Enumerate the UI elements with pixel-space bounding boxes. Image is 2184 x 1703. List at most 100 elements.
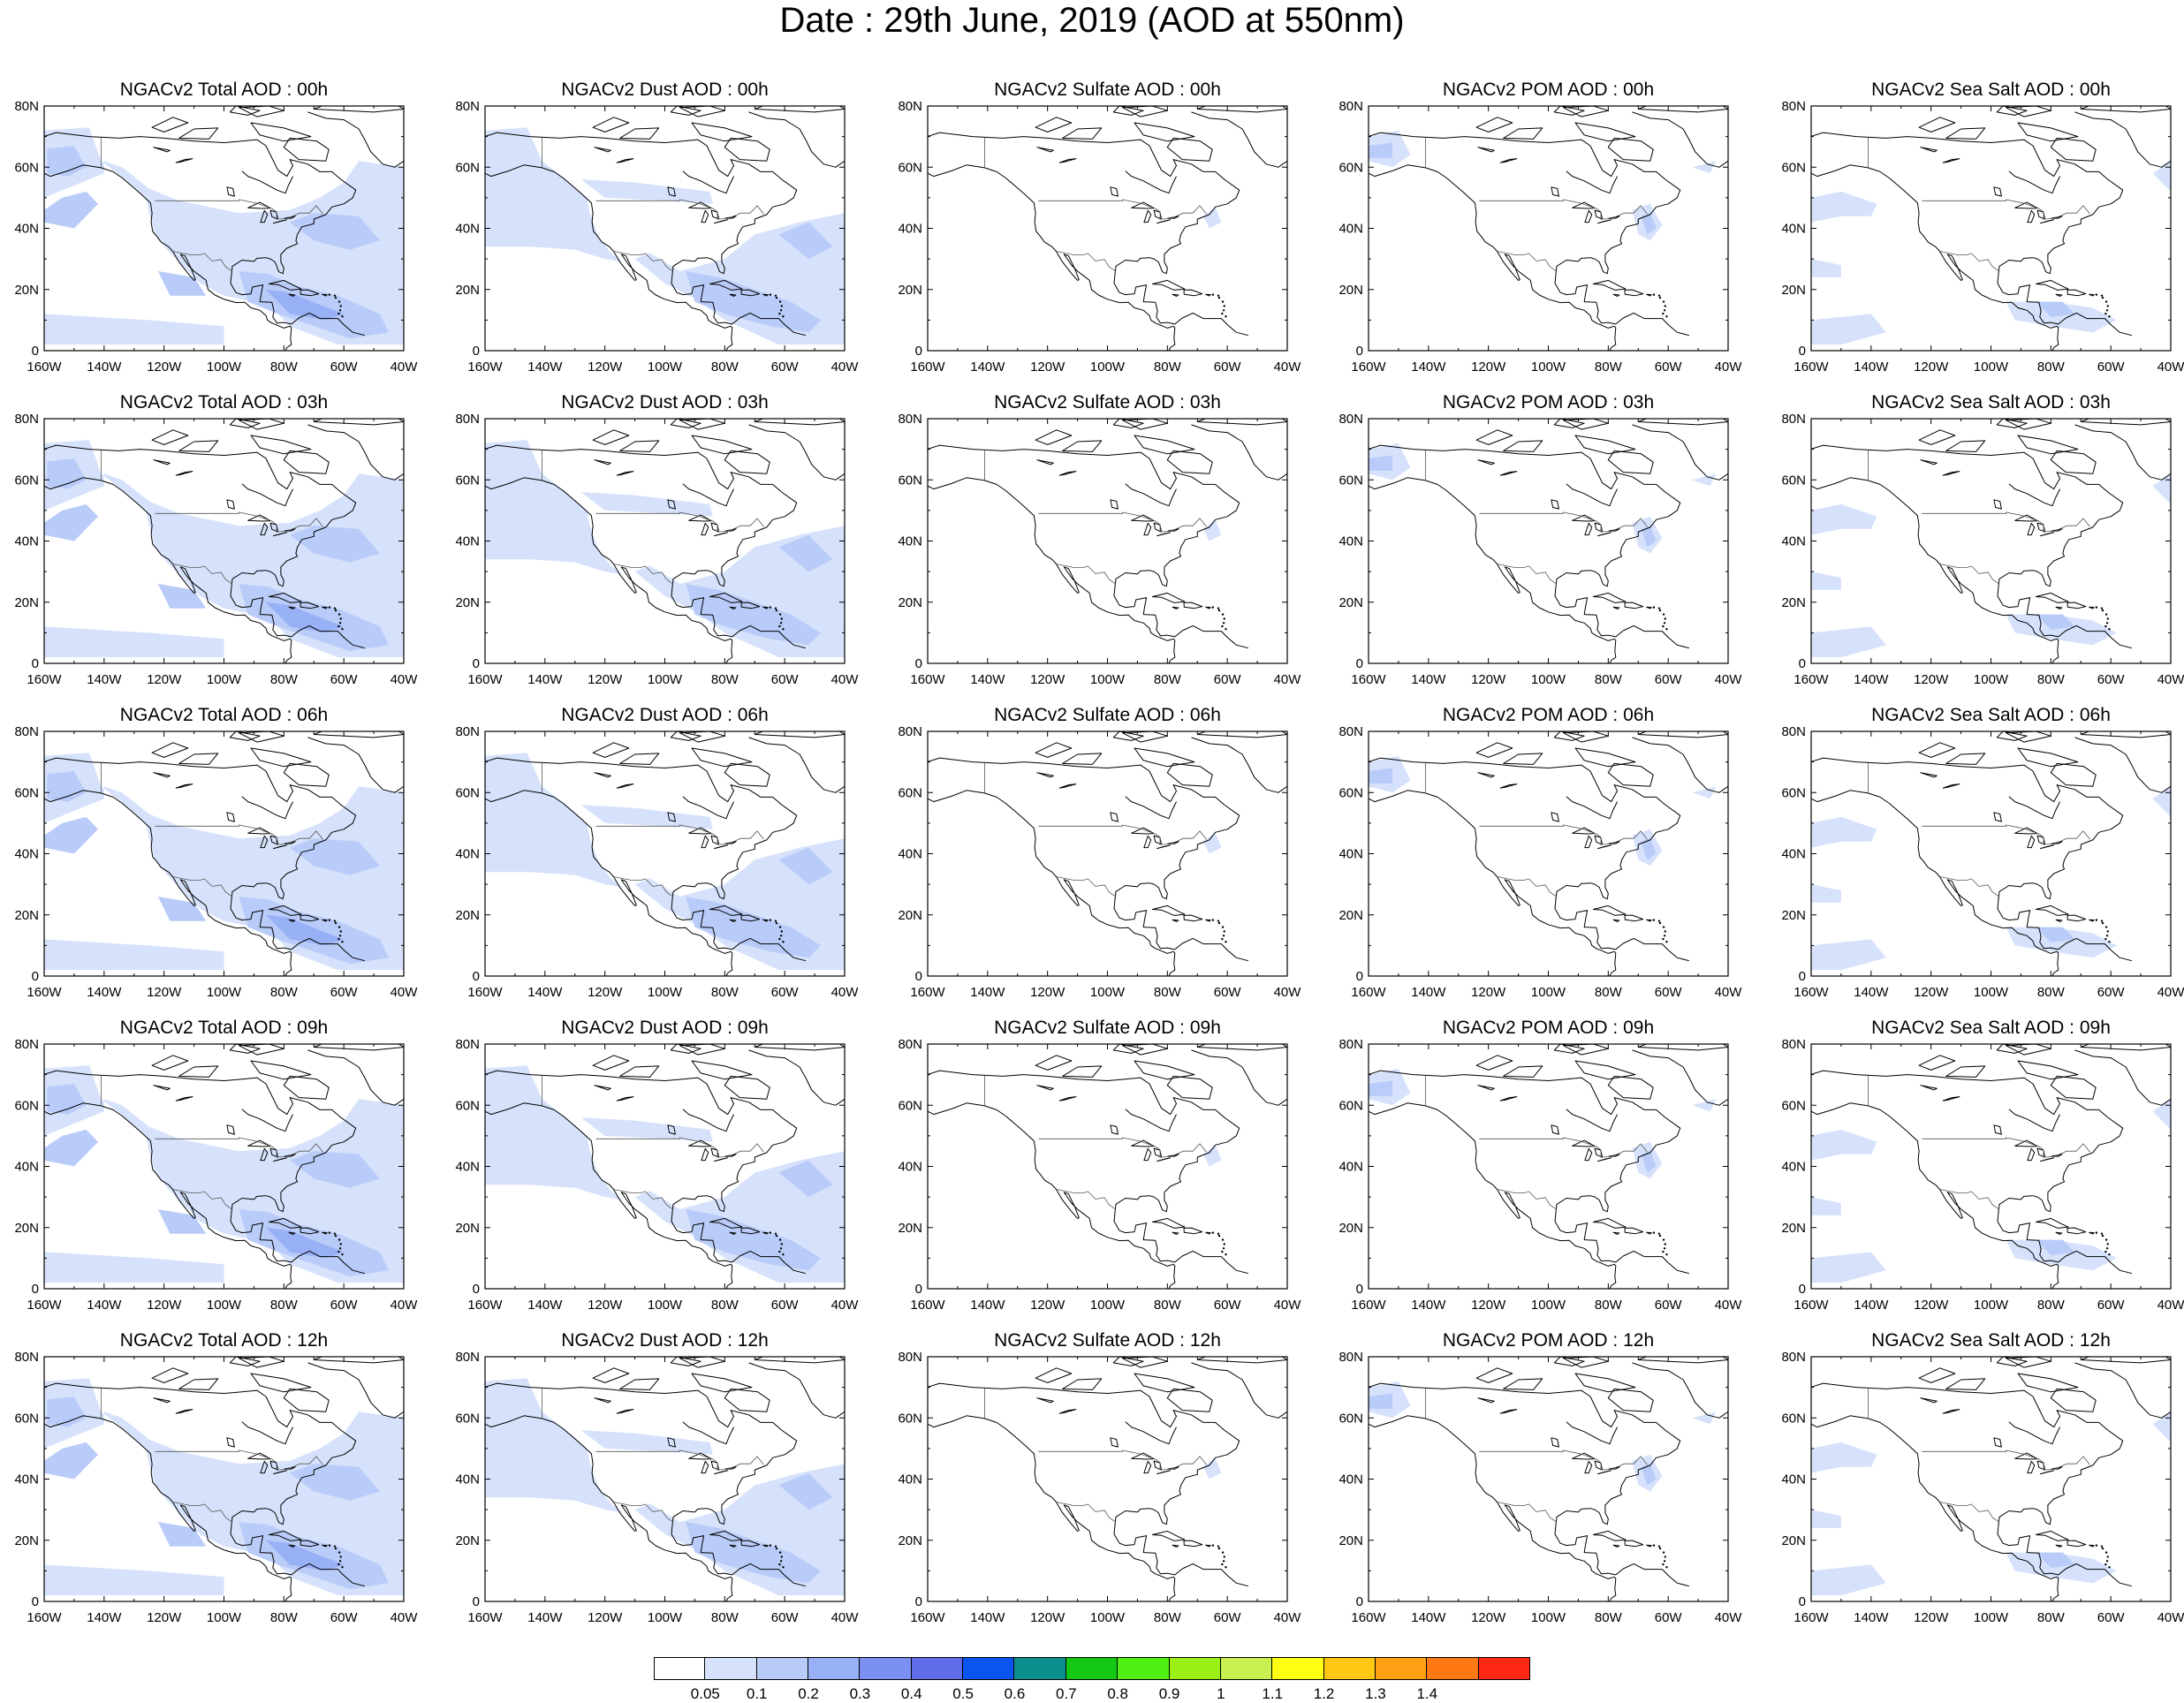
lake-outline xyxy=(153,772,171,778)
coastline xyxy=(748,111,845,168)
lake-outline xyxy=(1551,1124,1559,1135)
coastline xyxy=(1503,440,1543,452)
island-dot xyxy=(1663,309,1666,312)
coastline xyxy=(2050,1075,2097,1100)
lon-label: 140W xyxy=(1411,1298,1446,1313)
lat-label: 40N xyxy=(1338,1472,1363,1487)
island-dot xyxy=(1652,919,1656,921)
coastline xyxy=(754,1357,845,1364)
lat-label: 60N xyxy=(1338,1411,1363,1426)
lon-label: 100W xyxy=(1531,672,1566,687)
aod-field xyxy=(1692,473,1717,487)
coastline xyxy=(1811,164,2059,351)
lon-label: 120W xyxy=(588,1610,623,1625)
island-outline xyxy=(2089,919,2095,922)
island-dot xyxy=(1657,920,1661,922)
lon-label: 140W xyxy=(527,1610,563,1625)
island-dot xyxy=(778,312,781,315)
aod-field xyxy=(778,1160,833,1198)
lake-outline xyxy=(1551,186,1559,197)
coastline xyxy=(178,127,219,140)
coastline xyxy=(928,1070,1249,1275)
panel-title: NGACv2 POM AOD : 09h xyxy=(1442,1018,1655,1038)
lon-label: 80W xyxy=(711,1610,739,1625)
lon-label: 120W xyxy=(588,672,623,687)
lat-label: 0 xyxy=(473,1282,480,1297)
lat-label: 0 xyxy=(32,1594,39,1609)
island-outline xyxy=(1151,1530,1186,1541)
coastline xyxy=(283,762,330,787)
lon-label: 100W xyxy=(1090,360,1126,375)
lake-outline xyxy=(2014,827,2038,835)
colorbar-swatch xyxy=(1272,1657,1324,1680)
lat-label: 0 xyxy=(915,1282,922,1297)
island-dot xyxy=(328,293,331,296)
island-dot xyxy=(2104,926,2108,928)
lat-label: 0 xyxy=(32,1282,39,1297)
lon-label: 160W xyxy=(910,360,945,375)
lake-outline xyxy=(1551,499,1559,510)
island-dot xyxy=(2101,921,2104,925)
coastline xyxy=(748,1049,845,1106)
panel-title: NGACv2 Sulfate AOD : 09h xyxy=(994,1018,1221,1038)
coastline xyxy=(2074,111,2171,168)
coastline xyxy=(1035,429,1073,445)
coastline xyxy=(1134,435,1195,455)
map-panel-sulfate: NGACv2 Sulfate AOD : 00h 80N 60N 40N 20N 0 160… xyxy=(883,79,1331,395)
coastline xyxy=(928,1382,1249,1587)
coastline xyxy=(1574,122,1636,142)
island-dot xyxy=(774,1545,777,1548)
country-border xyxy=(155,824,323,845)
aod-field xyxy=(1811,1129,1877,1161)
island-dot xyxy=(339,617,342,620)
lon-label: 60W xyxy=(330,985,359,1000)
country-border xyxy=(1479,1449,1648,1471)
lake-outline xyxy=(616,471,634,476)
island-dot xyxy=(1657,607,1661,609)
aod-field xyxy=(44,939,224,971)
aod-field xyxy=(2152,473,2171,504)
island-dot xyxy=(1221,1238,1225,1241)
coastline xyxy=(1475,117,1513,132)
lake-outline xyxy=(667,812,676,822)
lake-outline xyxy=(616,783,634,789)
lon-label: 120W xyxy=(1914,1610,1949,1625)
coastline xyxy=(2074,1049,2171,1106)
coastline xyxy=(1062,440,1103,452)
lon-label: 100W xyxy=(1090,1610,1126,1625)
lon-label: 80W xyxy=(270,672,299,687)
island-outline xyxy=(740,1540,761,1548)
lat-label: 60N xyxy=(455,160,480,175)
lat-label: 0 xyxy=(1356,344,1363,359)
island-dot xyxy=(2101,1547,2104,1550)
island-dot xyxy=(2105,309,2109,312)
island-dot xyxy=(2108,941,2111,943)
lat-label: 60N xyxy=(455,1098,480,1113)
aod-field xyxy=(1811,1564,1886,1596)
island-dot xyxy=(1217,294,1220,297)
aod-field xyxy=(1369,1080,1393,1096)
coastline xyxy=(44,1382,366,1587)
coastline xyxy=(1918,1367,1956,1383)
aod-field xyxy=(2036,1552,2075,1568)
lake-outline xyxy=(1110,186,1119,197)
aod-field xyxy=(485,1065,623,1200)
lake-outline xyxy=(667,186,676,197)
aod-field xyxy=(157,1522,207,1547)
coastline xyxy=(2017,435,2079,455)
coastline xyxy=(1945,1378,1986,1390)
lake-outline xyxy=(1572,1139,1596,1147)
island-dot xyxy=(337,1551,341,1554)
lake-outline xyxy=(1156,219,1172,224)
island-outline xyxy=(288,1231,296,1235)
island-outline xyxy=(1183,602,1203,609)
island-dot xyxy=(775,609,778,612)
island-outline xyxy=(709,592,743,603)
lon-label: 140W xyxy=(1854,360,1889,375)
lon-label: 100W xyxy=(648,672,683,687)
panel-title: NGACv2 Sulfate AOD : 03h xyxy=(994,392,1221,413)
aod-field xyxy=(580,805,713,829)
coastline xyxy=(619,753,660,765)
